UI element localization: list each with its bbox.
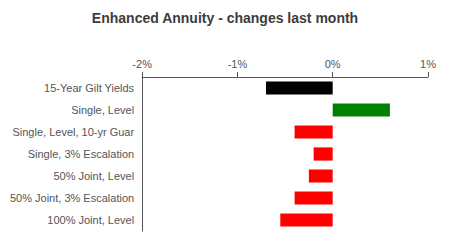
svg-text:15-Year Gilt Yields: 15-Year Gilt Yields bbox=[44, 82, 135, 94]
svg-text:50% Joint, Level: 50% Joint, Level bbox=[53, 170, 134, 182]
svg-text:Single, Level: Single, Level bbox=[71, 104, 134, 116]
svg-text:-2%: -2% bbox=[132, 58, 152, 70]
svg-text:50% Joint, 3% Escalation: 50% Joint, 3% Escalation bbox=[10, 192, 134, 204]
svg-text:Enhanced Annuity - changes las: Enhanced Annuity - changes last month bbox=[92, 10, 358, 26]
svg-text:Single, 3% Escalation: Single, 3% Escalation bbox=[28, 148, 134, 160]
svg-text:-1%: -1% bbox=[228, 58, 248, 70]
svg-text:100% Joint, Level: 100% Joint, Level bbox=[47, 214, 134, 226]
svg-text:Single, Level, 10-yr Guar: Single, Level, 10-yr Guar bbox=[12, 126, 134, 138]
svg-text:1%: 1% bbox=[420, 58, 436, 70]
svg-text:0%: 0% bbox=[325, 58, 341, 70]
